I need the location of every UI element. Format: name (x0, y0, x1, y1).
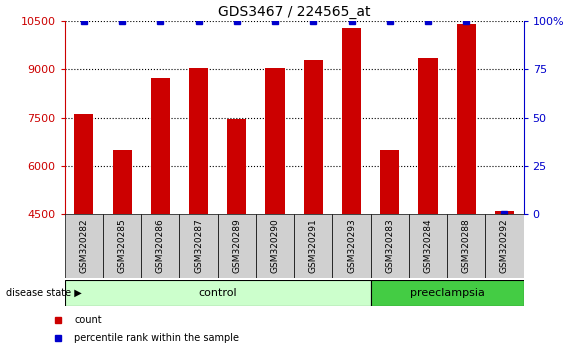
Text: GSM320285: GSM320285 (118, 219, 127, 273)
Text: preeclampsia: preeclampsia (410, 288, 485, 298)
Text: percentile rank within the sample: percentile rank within the sample (74, 333, 239, 343)
Bar (457, 24, 476, 214)
FancyBboxPatch shape (370, 280, 524, 306)
Text: GSM320291: GSM320291 (309, 219, 318, 273)
FancyBboxPatch shape (370, 214, 409, 278)
FancyBboxPatch shape (180, 214, 218, 278)
Text: GSM320293: GSM320293 (347, 219, 356, 273)
FancyBboxPatch shape (485, 214, 524, 278)
Bar (380, 150, 399, 214)
Title: GDS3467 / 224565_at: GDS3467 / 224565_at (218, 5, 370, 19)
Text: disease state ▶: disease state ▶ (6, 288, 82, 298)
Text: control: control (198, 288, 237, 298)
Bar (303, 60, 323, 214)
FancyBboxPatch shape (256, 214, 294, 278)
Text: GSM320284: GSM320284 (423, 219, 432, 273)
FancyBboxPatch shape (447, 214, 485, 278)
Text: GSM320290: GSM320290 (271, 219, 280, 273)
Text: GSM320283: GSM320283 (385, 219, 394, 273)
Bar (113, 150, 132, 214)
FancyBboxPatch shape (294, 214, 332, 278)
FancyBboxPatch shape (218, 214, 256, 278)
FancyBboxPatch shape (65, 280, 370, 306)
Bar (74, 114, 93, 214)
Bar (342, 28, 361, 214)
Bar (418, 58, 437, 214)
FancyBboxPatch shape (65, 214, 103, 278)
Bar (151, 78, 170, 214)
FancyBboxPatch shape (332, 214, 370, 278)
Text: GSM320289: GSM320289 (233, 219, 242, 273)
Text: GSM320282: GSM320282 (79, 219, 88, 273)
Bar (189, 68, 208, 214)
FancyBboxPatch shape (103, 214, 141, 278)
FancyBboxPatch shape (409, 214, 447, 278)
Text: GSM320288: GSM320288 (462, 219, 471, 273)
Text: GSM320287: GSM320287 (194, 219, 203, 273)
Bar (495, 211, 514, 214)
Bar (227, 119, 247, 214)
Text: GSM320292: GSM320292 (500, 219, 509, 273)
Text: GSM320286: GSM320286 (156, 219, 165, 273)
Bar (266, 68, 285, 214)
Text: count: count (74, 315, 102, 325)
FancyBboxPatch shape (141, 214, 180, 278)
